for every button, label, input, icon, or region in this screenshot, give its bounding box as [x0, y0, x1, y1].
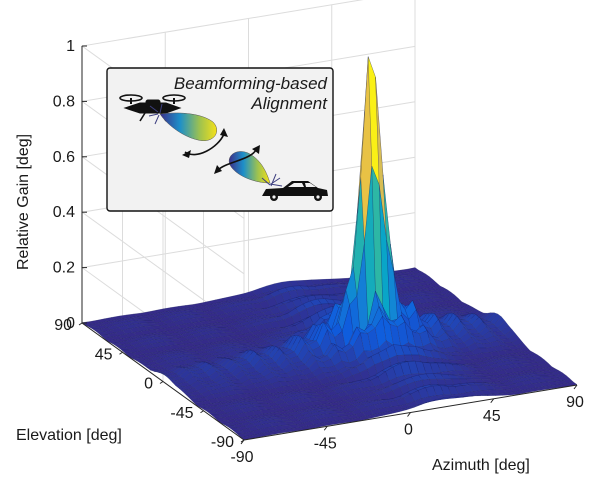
inset-title-line1: Beamforming-based [174, 74, 328, 93]
az-tick-label: 90 [566, 394, 584, 411]
az-tick-mark [573, 384, 578, 390]
el-tick-mark [200, 410, 204, 414]
az-tick-mark [490, 398, 495, 404]
el-tick-mark [159, 381, 164, 384]
az-tick-mark [407, 412, 411, 417]
car-icon [262, 181, 328, 201]
z-tick-label: 0.2 [53, 260, 75, 277]
z-axis-label: Relative Gain [deg] [15, 134, 32, 270]
z-tick-label: 0.8 [53, 93, 75, 110]
az-tick-mark [240, 439, 245, 445]
el-tick-mark [78, 322, 83, 326]
beam-icon [148, 103, 217, 141]
azimuth-tick-labels: -90 -45 0 45 90 [230, 384, 584, 466]
az-tick-label: -90 [230, 449, 253, 466]
gain-surface [81, 56, 578, 440]
azimuth-axis-label: Azimuth [deg] [432, 457, 530, 474]
inset-title-line2: Alignment [250, 94, 328, 113]
z-tick-label: 0.6 [53, 149, 75, 166]
z-tick-label: 1 [66, 38, 75, 55]
z-tick-label: 0.4 [53, 204, 75, 221]
z-tick-label: 0 [66, 315, 75, 332]
el-tick-mark [119, 351, 123, 355]
az-tick-label: -45 [314, 435, 337, 452]
el-tick-label: -45 [170, 405, 193, 422]
elevation-tick-labels: 90 45 0 -45 -90 [54, 317, 245, 451]
el-tick-label: 90 [54, 317, 72, 334]
el-tick-label: -90 [211, 434, 234, 451]
inset-illustration: Beamforming-based Alignment [106, 67, 334, 212]
az-tick-label: 0 [404, 422, 413, 439]
az-tick-label: 45 [483, 408, 501, 425]
z-tick-labels: 0 0.2 0.4 0.6 0.8 1 [53, 38, 87, 332]
el-tick-label: 0 [144, 376, 153, 393]
az-tick-mark [323, 425, 328, 431]
arrow-icon [182, 128, 260, 174]
elevation-axis-label: Elevation [deg] [16, 427, 122, 444]
el-tick-label: 45 [95, 346, 113, 363]
